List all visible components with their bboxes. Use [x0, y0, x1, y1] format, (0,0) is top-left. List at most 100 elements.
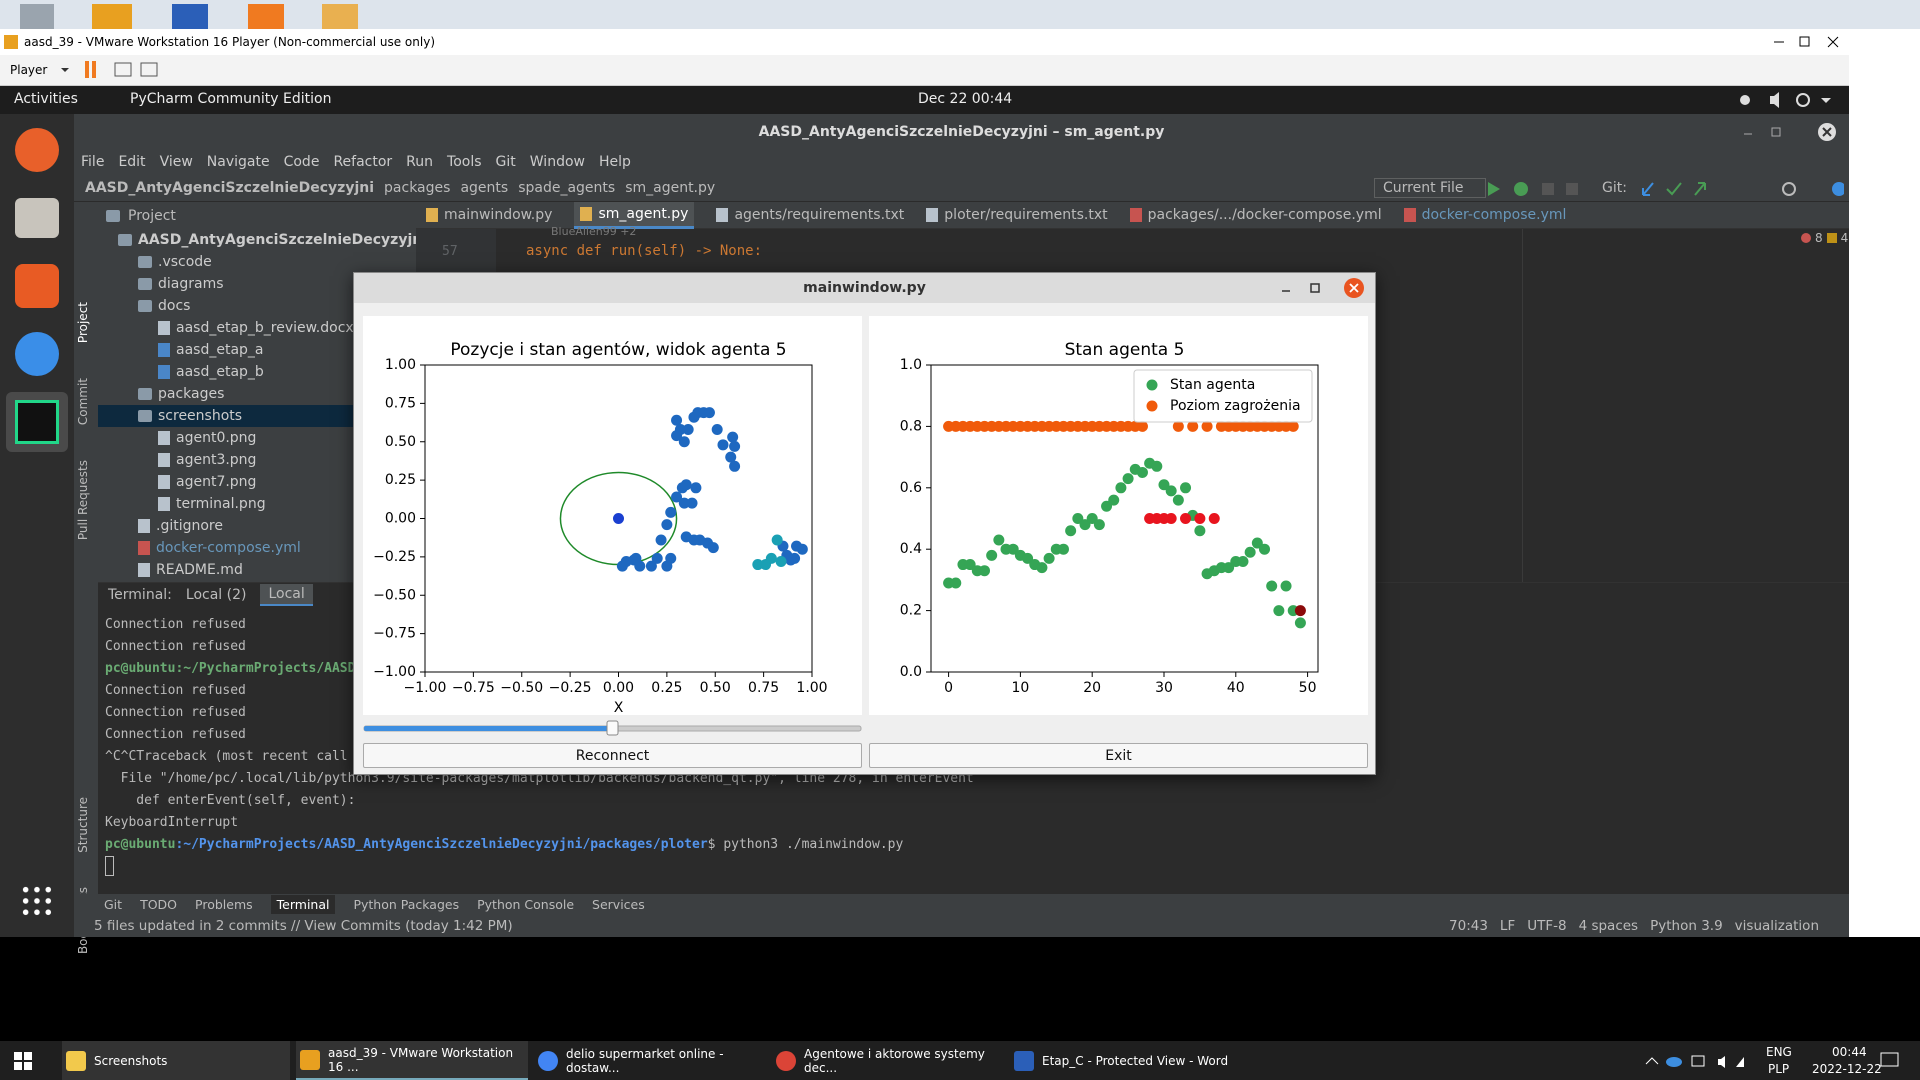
desktop-icon[interactable]	[92, 4, 132, 29]
interpreter[interactable]: Python 3.9	[1650, 918, 1723, 934]
tool-tab[interactable]: Git	[104, 897, 123, 912]
indent[interactable]: 4 spaces	[1578, 918, 1639, 934]
slider[interactable]	[363, 719, 862, 737]
notification-button[interactable]	[1880, 1052, 1900, 1070]
exit-button[interactable]: Exit	[869, 743, 1368, 768]
player-menu[interactable]: Player	[10, 63, 48, 77]
tool-tab[interactable]: Python Console	[477, 897, 575, 912]
menu-item[interactable]: View	[159, 154, 193, 170]
taskbar-item[interactable]: Screenshots	[62, 1041, 290, 1080]
clock-date[interactable]: 2022-12-22	[1812, 1062, 1882, 1076]
run-toolbar[interactable]	[1484, 179, 1584, 199]
terminal-tab[interactable]: Local	[260, 584, 313, 606]
tree-row[interactable]: screenshots	[98, 405, 416, 427]
clock-time[interactable]: 00:44	[1832, 1045, 1867, 1059]
tree-row[interactable]: packages	[98, 383, 416, 405]
toolbar-icons[interactable]	[57, 58, 177, 82]
tool-tab[interactable]: Python Packages	[353, 897, 460, 912]
software-icon[interactable]	[15, 264, 59, 308]
tool-window-title[interactable]: Project	[128, 207, 176, 224]
tree-row[interactable]: agent0.png	[98, 427, 416, 449]
git-branch[interactable]: visualization	[1734, 918, 1819, 934]
activities[interactable]: Activities	[14, 91, 78, 107]
window-controls[interactable]	[1274, 276, 1372, 300]
breadcrumb[interactable]: agents	[460, 180, 509, 196]
tree-label: README.md	[156, 562, 243, 578]
tree-row[interactable]: AASD_AntyAgenciSzczelnieDecyzyjni	[98, 229, 416, 251]
pycharm-icon[interactable]	[15, 400, 59, 444]
tree-row[interactable]: agent3.png	[98, 449, 416, 471]
menu-item[interactable]: Code	[283, 154, 320, 170]
window-controls[interactable]	[1770, 29, 1848, 55]
breadcrumb[interactable]: packages	[384, 180, 451, 196]
line-separator[interactable]: LF	[1499, 918, 1516, 934]
input-language[interactable]: ENG	[1766, 1045, 1792, 1059]
menu-item[interactable]: Refactor	[333, 154, 393, 170]
desktop-icon[interactable]	[172, 4, 208, 29]
terminal-tab[interactable]: Local (2)	[185, 587, 247, 603]
tool-tab[interactable]: Problems	[195, 897, 253, 912]
menu-item[interactable]: Help	[598, 154, 631, 170]
clock[interactable]: Dec 22 00:44	[918, 91, 1013, 107]
start-button[interactable]	[14, 1052, 32, 1070]
tool-tab[interactable]: Terminal	[270, 895, 336, 914]
app-menu[interactable]: PyCharm Community Edition	[130, 91, 332, 107]
tool-window-button[interactable]: Project	[76, 302, 90, 344]
desktop-icon[interactable]	[248, 4, 284, 29]
status-message[interactable]: 5 files updated in 2 commits // View Com…	[94, 918, 513, 934]
firefox-icon[interactable]	[15, 128, 59, 172]
tree-row[interactable]: README.md	[98, 559, 416, 581]
app-grid[interactable]	[20, 884, 54, 918]
reconnect-button[interactable]: Reconnect	[363, 743, 862, 768]
tool-window-button[interactable]: Commit	[76, 378, 90, 426]
run-config[interactable]: Current File	[1374, 178, 1487, 198]
keyboard-layout[interactable]: PLP	[1768, 1062, 1790, 1076]
tool-tab[interactable]: TODO	[140, 897, 178, 912]
desktop-icon[interactable]	[322, 4, 358, 29]
tool-tab[interactable]: Services	[592, 897, 645, 912]
editor-tab[interactable]: agents/requirements.txt	[716, 202, 904, 229]
desktop-icon[interactable]	[20, 4, 54, 29]
tool-window-button[interactable]: Pull Requests	[76, 460, 90, 541]
tree-row[interactable]: docker-compose.yml	[98, 537, 416, 559]
breadcrumb[interactable]: AASD_AntyAgenciSzczelnieDecyzyjni	[85, 180, 375, 196]
encoding[interactable]: UTF-8	[1527, 918, 1567, 934]
tree-row[interactable]: diagrams	[98, 273, 416, 295]
editor-tab[interactable]: mainwindow.py	[426, 202, 552, 229]
system-tray[interactable]	[1735, 90, 1835, 110]
tree-row[interactable]: .vscode	[98, 251, 416, 273]
tool-window-button[interactable]: Structure	[76, 797, 90, 853]
tree-row[interactable]: agent7.png	[98, 471, 416, 493]
editor-tab[interactable]: sm_agent.py	[574, 201, 695, 229]
tree-row[interactable]: aasd_etap_b	[98, 361, 416, 383]
scatter-point	[613, 513, 624, 524]
editor-tab[interactable]: docker-compose.yml	[1403, 202, 1566, 229]
menu-item[interactable]: Run	[406, 154, 434, 170]
editor-tab[interactable]: ploter/requirements.txt	[926, 202, 1108, 229]
taskbar-item[interactable]: aasd_39 - VMware Workstation 16 ...	[296, 1041, 528, 1080]
menu-item[interactable]: Git	[495, 154, 516, 170]
menu-item[interactable]: Window	[529, 154, 585, 170]
tree-row[interactable]: aasd_etap_a	[98, 339, 416, 361]
menu-item[interactable]: Tools	[447, 154, 482, 170]
tree-row[interactable]: terminal.png	[98, 493, 416, 515]
caret-position[interactable]: 70:43	[1449, 918, 1488, 934]
menu-item[interactable]: Edit	[118, 154, 146, 170]
menu-item[interactable]: File	[81, 154, 105, 170]
taskbar-item[interactable]: Agentowe i aktorowe systemy dec...	[772, 1041, 1004, 1080]
tree-row[interactable]: .gitignore	[98, 515, 416, 537]
tree-row[interactable]: docs	[98, 295, 416, 317]
taskbar-item[interactable]: Etap_C - Protected View - Word	[1010, 1041, 1242, 1080]
help-icon[interactable]	[15, 332, 59, 376]
tree-row[interactable]: aasd_etap_b_review.docx	[98, 317, 416, 339]
menu-item[interactable]: Navigate	[206, 154, 270, 170]
editor-tab[interactable]: packages/.../docker-compose.yml	[1129, 202, 1382, 229]
window-controls[interactable]	[1734, 120, 1844, 144]
tray-icons[interactable]	[1640, 1051, 1750, 1071]
git-toolbar[interactable]	[1639, 179, 1844, 199]
inspection-widget[interactable]: 8 4	[1801, 231, 1848, 245]
breadcrumb[interactable]: spade_agents	[518, 180, 616, 196]
breadcrumb[interactable]: sm_agent.py	[625, 180, 716, 196]
taskbar-item[interactable]: delio supermarket online - dostaw...	[534, 1041, 766, 1080]
files-icon[interactable]	[15, 198, 59, 238]
